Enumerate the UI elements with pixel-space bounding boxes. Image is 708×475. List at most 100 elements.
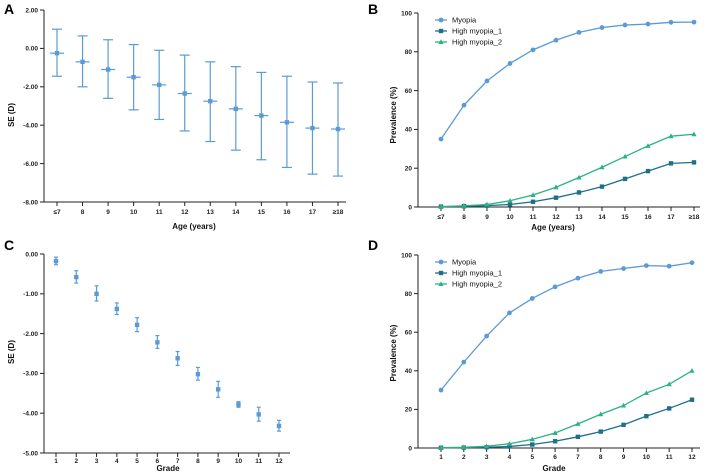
y-tick-label: -4.00: [23, 411, 38, 418]
x-tick-label: 3: [95, 458, 99, 465]
data-point: [195, 371, 201, 377]
data-point: [208, 99, 213, 104]
data-point: [105, 67, 111, 72]
series-3-point: [576, 174, 582, 180]
series-1-point: [598, 269, 604, 274]
series-3-point: [599, 164, 605, 170]
x-tick-label: 14: [232, 209, 240, 216]
panel-c-axes: 0.00-1.00-2.00-3.00-4.00-5.001 2 3 4 5 6 7 8 9 10…: [23, 251, 290, 465]
series-2-point: [530, 199, 536, 204]
x-tick-label: 2: [462, 454, 466, 461]
y-tick-label: 0.00: [25, 251, 38, 258]
series-2-point: [507, 202, 513, 207]
series-1-point: [507, 310, 512, 316]
series-3-point: [643, 390, 649, 395]
series-line-3: [440, 370, 693, 449]
x-tick-label: 9: [485, 214, 489, 221]
panel-b-marks: [438, 19, 697, 209]
data-point: [310, 125, 315, 131]
x-tick-label: ≤7: [53, 209, 61, 216]
series-2-point: [691, 160, 697, 165]
y-tick-label: -3.00: [23, 371, 38, 378]
y-tick-label: -1.00: [23, 291, 38, 298]
y-tick-label: 2.00: [25, 7, 38, 14]
series-1-point: [484, 333, 490, 339]
y-tick-label: 0.00: [25, 46, 38, 53]
series-3-point: [438, 203, 444, 209]
series-2-point: [507, 444, 512, 449]
legend-label: High myopia_1: [452, 27, 502, 36]
series-2-point: [552, 439, 558, 444]
y-tick-label: 0: [408, 204, 412, 211]
x-tick-label: 4: [508, 454, 512, 461]
series-3-point: [691, 131, 697, 137]
x-tick-label: 9: [216, 458, 220, 465]
legend-label: High myopia_2: [452, 280, 502, 289]
panel-c-ylabel: SE (D): [7, 340, 16, 364]
data-point: [155, 340, 160, 345]
x-tick-label: 9: [106, 209, 110, 216]
series-1-point: [643, 263, 649, 269]
x-tick-label: 17: [667, 214, 675, 221]
series-2-point: [645, 168, 651, 174]
x-tick-label: 6: [553, 454, 557, 461]
series-1-point: [645, 21, 651, 27]
series-1-point: [575, 275, 581, 281]
x-tick-label: 8: [81, 209, 85, 216]
data-point: [284, 120, 290, 125]
x-tick-label: 1: [439, 454, 443, 461]
x-tick-label: 11: [156, 209, 163, 216]
series-3-point: [484, 201, 490, 207]
x-tick-label: 10: [643, 454, 651, 461]
legend-label: Myopia: [452, 258, 477, 267]
series-3-point: [529, 436, 535, 442]
series-1-point: [530, 47, 536, 53]
series-3-point: [620, 402, 627, 408]
series-1-point: [461, 102, 467, 108]
y-tick-label: 80: [405, 291, 413, 298]
series-2-point: [622, 176, 628, 182]
x-tick-label: 6: [156, 458, 160, 465]
data-point: [80, 59, 85, 65]
series-1-point: [689, 260, 695, 266]
x-tick-label: 12: [275, 458, 283, 465]
x-tick-label: 8: [462, 214, 466, 221]
x-tick-label: 5: [530, 454, 534, 461]
panel-a-axes: 2.00 0.00 -2.00 -4.00 -6.00 -8.00 ≤7 8 9 10 11 12 13…: [23, 7, 346, 216]
panel-a-xlabel: Age (years): [172, 222, 216, 231]
series-1-point: [553, 37, 559, 43]
x-tick-label: 12: [181, 209, 189, 216]
y-tick-label: -6.00: [23, 161, 38, 168]
series-1-point: [691, 19, 697, 25]
data-point: [276, 423, 282, 429]
series-1-point: [507, 61, 513, 66]
legend-marker: [438, 28, 444, 34]
x-tick-label: 8: [599, 454, 603, 461]
series-3-point: [507, 197, 513, 203]
series-1-point: [461, 359, 467, 365]
series-2-point: [530, 442, 535, 447]
legend-marker: [438, 17, 444, 23]
data-point: [175, 356, 180, 361]
x-tick-label: 12: [688, 454, 696, 461]
y-tick-label: 60: [405, 88, 413, 95]
data-point: [94, 291, 99, 296]
data-point: [182, 91, 187, 96]
series-2-point: [666, 406, 672, 411]
series-1-point: [552, 284, 558, 290]
legend-label: Myopia: [452, 16, 477, 25]
y-tick-label: -4.00: [23, 123, 38, 130]
series-1-point: [438, 136, 444, 142]
panel-d-xlabel: Grade: [542, 464, 566, 473]
panel-a-marks: [50, 28, 345, 177]
x-tick-label: 10: [506, 214, 514, 221]
x-tick-label: 12: [552, 214, 560, 221]
x-tick-label: 11: [666, 454, 673, 461]
x-tick-label: 10: [235, 458, 243, 465]
data-point: [335, 126, 341, 132]
series-1-point: [599, 25, 605, 30]
x-tick-label: 4: [115, 458, 119, 465]
series-3-point: [530, 192, 536, 197]
series-2-point: [621, 422, 626, 428]
